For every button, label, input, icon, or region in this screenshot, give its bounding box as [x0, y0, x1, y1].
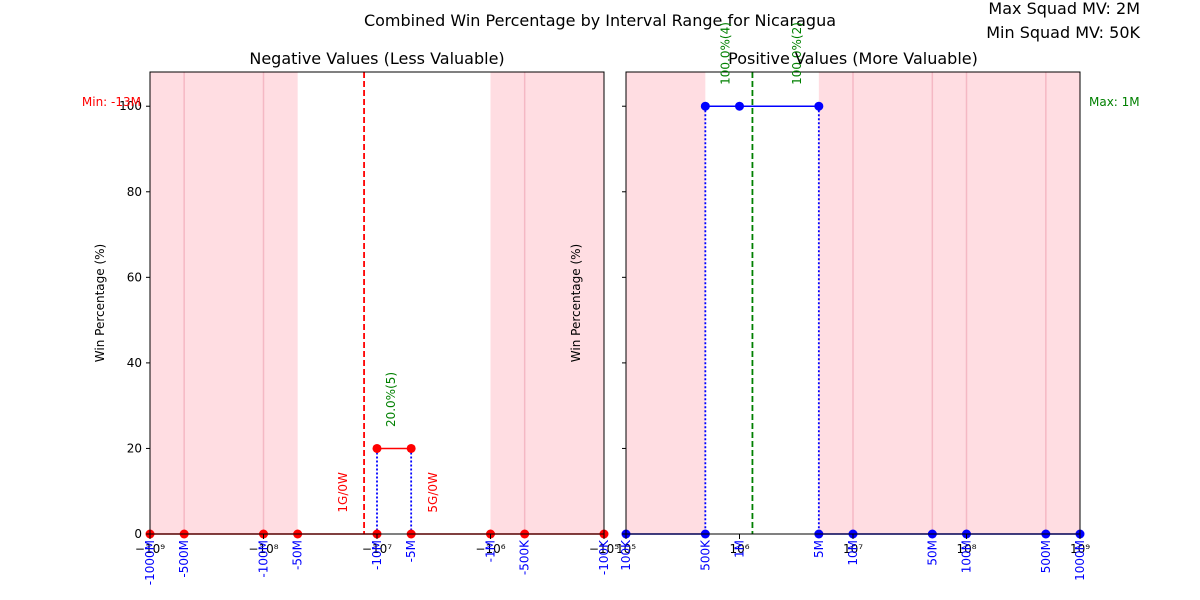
shaded-range-0	[150, 72, 298, 534]
interval-label-3: -50M	[291, 540, 305, 570]
bar-label-1: 100.0%(2)	[790, 22, 804, 85]
y-tick-label-2: 40	[127, 356, 142, 370]
x-tick-label-2: 10⁷	[843, 542, 863, 556]
interval-label-8: 1000M	[1073, 540, 1087, 581]
shaded-range-1	[818, 72, 1080, 534]
y-tick-label-0: 0	[134, 527, 142, 541]
interval-label-2: -100M	[257, 540, 271, 578]
min-squad-mv-text: Min Squad MV: 50K	[986, 23, 1140, 42]
x-tick-label-4: 10⁹	[1070, 542, 1090, 556]
x-tick-label-1: −10⁸	[248, 542, 278, 556]
x-tick-label-0: −10⁹	[135, 542, 165, 556]
figure-title: Combined Win Percentage by Interval Rang…	[364, 11, 836, 30]
x-tick-label-3: −10⁶	[475, 542, 505, 556]
x-tick-label-0: 10⁵	[616, 542, 636, 556]
positive-values-panel: Win Percentage (%) 10⁵ 10⁶ 10⁷ 10⁸ 10⁹ 100K 500…	[569, 22, 1140, 581]
data-point-5	[372, 443, 382, 453]
bar-label-1: 5G/0W	[426, 472, 440, 513]
data-point-6	[406, 443, 416, 453]
panel-title: Positive Values (More Valuable)	[728, 49, 978, 68]
interval-label-0: 100K	[619, 539, 633, 571]
bar-label-0: 1G/0W	[336, 472, 350, 513]
interval-label-8: -100K	[597, 539, 611, 575]
data-point-2	[700, 101, 710, 111]
y-tick-label-3: 60	[127, 270, 142, 284]
interval-label-5: -5M	[404, 540, 418, 562]
interval-label-1: 500K	[698, 539, 712, 571]
interval-label-0: -1000M	[143, 540, 157, 585]
negative-values-panel: 0 20 40 60 80 100 Win Percentage (%) −10⁹ −10⁸ −1…	[82, 49, 619, 585]
bar-label-2: 20.0%(5)	[384, 372, 398, 427]
y-axis-label: Win Percentage (%)	[93, 244, 107, 362]
interval-label-5: 50M	[925, 540, 939, 566]
x-tick-label-3: 10⁸	[956, 542, 976, 556]
shaded-range-0	[626, 72, 706, 534]
x-tick-label-1: 10⁶	[729, 542, 749, 556]
x-tick-label-4: −10⁵	[589, 542, 619, 556]
max-squad-mv-text: Max Squad MV: 2M	[988, 0, 1140, 18]
data-point-4	[814, 101, 824, 111]
y-tick-label-4: 80	[127, 185, 142, 199]
y-tick-label-1: 20	[127, 441, 142, 455]
interval-label-7: -500K	[518, 539, 532, 575]
extreme-annotation: Min: -13M	[82, 95, 141, 109]
data-point-3	[735, 101, 744, 111]
y-axis-label: Win Percentage (%)	[569, 244, 583, 362]
x-tick-label-2: −10⁷	[362, 542, 392, 556]
interval-label-3: 5M	[812, 540, 826, 558]
shaded-range-1	[490, 72, 604, 534]
interval-label-6: -1M	[484, 540, 498, 562]
interval-label-1: -500M	[177, 540, 191, 578]
interval-label-4: -10M	[370, 540, 384, 570]
panel-title: Negative Values (Less Valuable)	[249, 49, 504, 68]
y-tick-label-5: 100	[119, 99, 142, 113]
interval-label-4: 10M	[846, 540, 860, 566]
interval-label-2: 1M	[733, 540, 747, 558]
interval-label-7: 500M	[1039, 540, 1053, 573]
extreme-annotation: Max: 1M	[1089, 95, 1140, 109]
bar-label-0: 100.0%(4)	[718, 22, 732, 85]
interval-label-6: 100M	[960, 540, 974, 573]
